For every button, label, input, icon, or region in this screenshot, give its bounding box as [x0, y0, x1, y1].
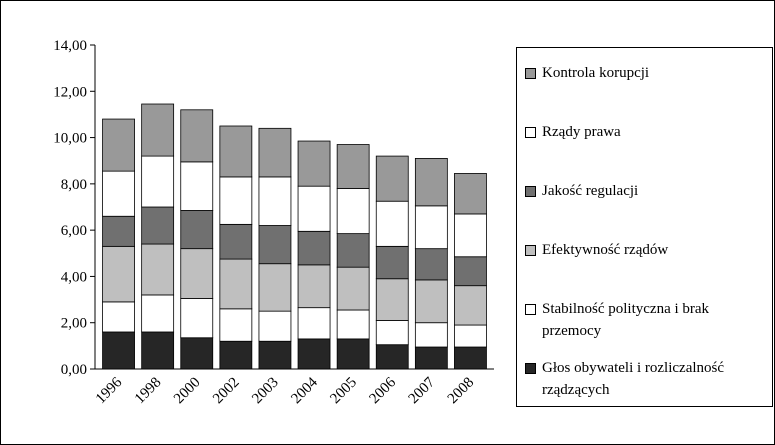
y-tick-label: 0,00: [61, 362, 87, 378]
bar-segment: [258, 310, 292, 342]
bar-segment: [414, 279, 448, 324]
bar-segment: [180, 161, 214, 211]
y-tick-label: 6,00: [61, 223, 87, 239]
bar-segment: [180, 298, 214, 339]
bar-segment: [102, 170, 135, 217]
y-tick-label: 12,00: [53, 84, 87, 100]
y-tick-label: 4,00: [61, 269, 87, 285]
bar-segment: [219, 176, 253, 225]
bar-segment: [102, 245, 135, 303]
bar-segment: [454, 285, 487, 326]
legend-label: Kontrola korupcji: [542, 65, 650, 81]
bar-segment: [102, 118, 135, 172]
bar-segment: [258, 176, 292, 226]
bar-segment: [414, 248, 448, 281]
bar-segment: [297, 264, 331, 309]
bar-segment: [258, 225, 292, 265]
bar-segment: [297, 140, 331, 187]
bar-segment: [454, 324, 487, 348]
legend-swatch: [525, 363, 536, 374]
bar-segment: [141, 155, 175, 208]
legend-swatch: [525, 245, 536, 256]
bar-segment: [375, 319, 409, 346]
bar-segment: [297, 185, 331, 232]
bar-segment: [414, 346, 448, 370]
bar-segment: [414, 205, 448, 250]
bar-segment: [219, 340, 253, 370]
legend-label: Głos obywateli i rozliczalność rządzącyc…: [542, 360, 725, 398]
y-tick-label: 2,00: [61, 316, 87, 332]
bar-segment: [141, 243, 175, 296]
legend-item: Rządy prawa: [525, 121, 766, 180]
bar-segment: [141, 294, 175, 333]
bar-segment: [375, 200, 409, 247]
bar-segment: [454, 173, 487, 215]
legend-item: Efektywność rządów: [525, 239, 766, 298]
bar-segment: [375, 245, 409, 280]
bar-segment: [454, 346, 487, 370]
legend-item: Kontrola korupcji: [525, 62, 766, 121]
y-tick-label: 14,00: [53, 38, 87, 54]
legend-label: Stabilność polityczna i brak przemocy: [542, 301, 710, 339]
legend-swatch: [525, 127, 536, 138]
bar-segment: [219, 223, 253, 260]
bar-segment: [297, 307, 331, 340]
bar-segment: [336, 233, 370, 268]
bar-segment: [180, 337, 214, 370]
bar-segment: [336, 188, 370, 235]
bar-segment: [454, 213, 487, 258]
bar-segment: [336, 338, 370, 370]
legend-swatch: [525, 68, 536, 79]
bar-segment: [336, 144, 370, 189]
bar-segment: [102, 331, 135, 370]
bar-segment: [375, 278, 409, 321]
bar-segment: [336, 266, 370, 311]
bar-segment: [102, 215, 135, 247]
bar-segment: [219, 125, 253, 178]
bar-segment: [180, 248, 214, 299]
bar-segment: [297, 230, 331, 266]
bar-segment: [219, 258, 253, 310]
bar-segment: [375, 155, 409, 202]
bar-segment: [297, 338, 331, 370]
bar-segment: [375, 344, 409, 370]
bar-segment: [454, 256, 487, 287]
bar-segment: [180, 210, 214, 250]
bar-segment: [180, 109, 214, 163]
legend-label: Efektywność rządów: [542, 242, 669, 258]
bar-segment: [219, 308, 253, 342]
y-tick-label: 8,00: [61, 177, 87, 193]
bar-segment: [414, 322, 448, 348]
bar-segment: [141, 103, 175, 157]
bar-segment: [141, 206, 175, 245]
legend-item: Głos obywateli i rozliczalność rządzącyc…: [525, 357, 766, 416]
bar-segment: [102, 301, 135, 333]
legend-swatch: [525, 186, 536, 197]
legend-item: Jakość regulacji: [525, 180, 766, 239]
legend: Kontrola korupcji Rządy prawa Jakość regul…: [516, 47, 773, 407]
bar-segment: [414, 157, 448, 207]
y-tick-label: 10,00: [53, 131, 87, 147]
bar-segment: [141, 331, 175, 370]
bar-segment: [336, 309, 370, 340]
legend-swatch: [525, 304, 536, 315]
legend-label: Jakość regulacji: [542, 183, 639, 199]
bar-segment: [258, 263, 292, 312]
legend-label: Rządy prawa: [542, 124, 621, 140]
legend-item: Stabilność polityczna i brak przemocy: [525, 298, 766, 357]
bar-segment: [258, 127, 292, 178]
bar-segment: [258, 340, 292, 370]
